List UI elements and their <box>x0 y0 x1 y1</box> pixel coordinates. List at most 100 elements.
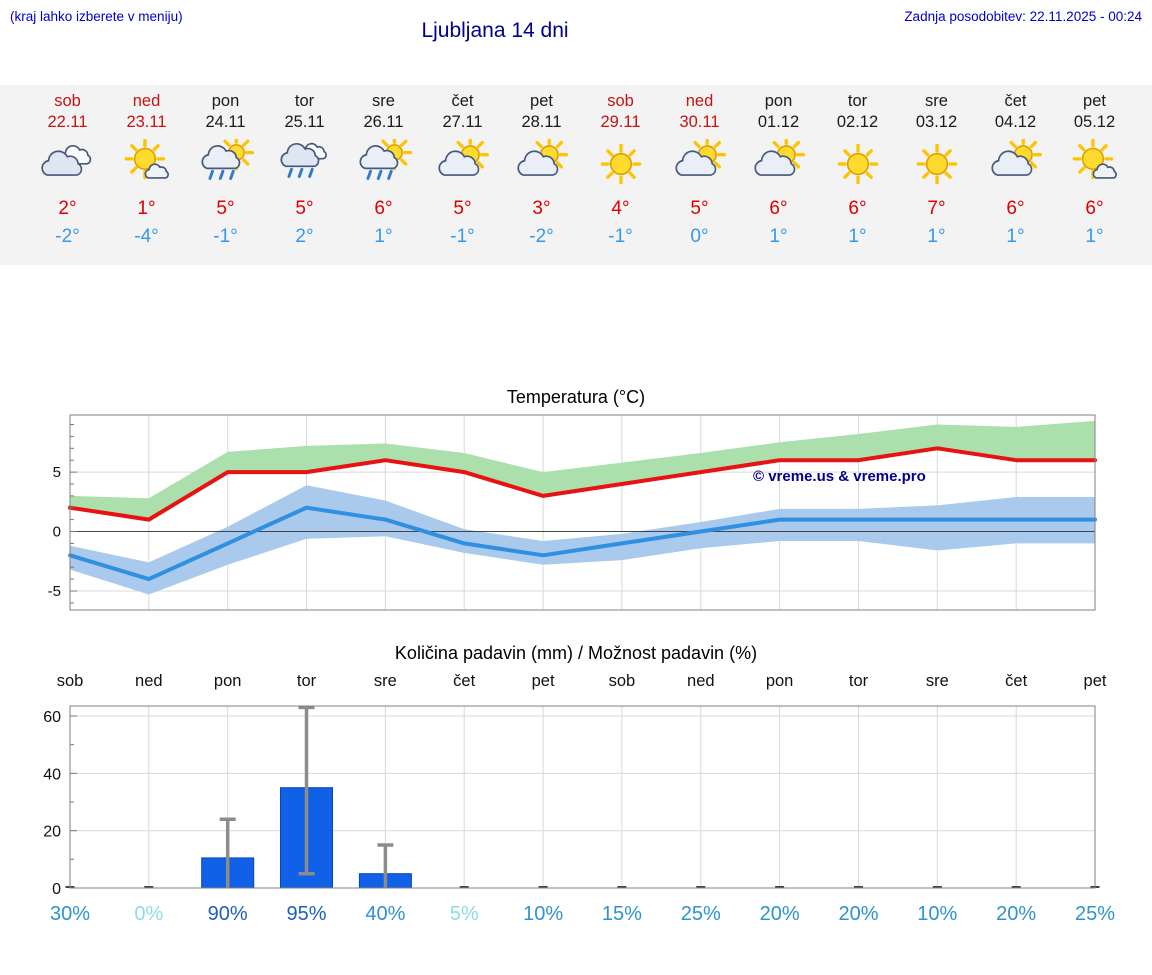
svg-text:40: 40 <box>43 766 61 783</box>
partly-sunny-icon <box>437 135 489 176</box>
temperature-chart-title: Temperatura (°C) <box>506 387 646 407</box>
partly-sunny-icon <box>990 135 1042 176</box>
day-icon-wrap <box>976 135 1055 189</box>
precip-probability: 90% <box>207 903 248 925</box>
page-title: Ljubljana 14 dni <box>421 19 569 42</box>
high-temp: 6° <box>1006 198 1025 219</box>
day-date: 04.12 <box>994 113 1037 131</box>
day-date: 24.11 <box>205 113 246 131</box>
day-icon-wrap <box>265 139 344 189</box>
high-temp: 2° <box>58 198 77 219</box>
day-column-26.11[interactable]: sre 26.11 6° 1° <box>344 85 423 265</box>
precip-day-label: pon <box>213 672 242 690</box>
day-column-23.11[interactable]: ned 23.11 1° -4° <box>107 85 186 265</box>
day-column-04.12[interactable]: čet 04.12 6° 1° <box>976 85 1055 265</box>
precip-probability: 40% <box>365 903 406 925</box>
day-column-29.11[interactable]: sob 29.11 4° -1° <box>581 85 660 265</box>
high-temp: 5° <box>690 198 709 219</box>
day-icon-wrap <box>107 138 186 189</box>
precip-probability: 20% <box>996 903 1037 925</box>
precip-day-label: sre <box>925 672 949 690</box>
svg-text:20: 20 <box>43 824 61 841</box>
high-temp: 1° <box>137 198 156 219</box>
day-column-02.12[interactable]: tor 02.12 6° 1° <box>818 85 897 265</box>
day-icon-wrap <box>502 135 581 189</box>
day-icon-wrap <box>423 135 502 189</box>
high-temp: 5° <box>453 198 472 219</box>
day-name: ned <box>685 92 714 110</box>
day-column-22.11[interactable]: sob 22.11 2° -2° <box>28 85 107 265</box>
day-column-27.11[interactable]: čet 27.11 5° -1° <box>423 85 502 265</box>
precip-probability: 10% <box>917 903 958 925</box>
precip-day-label: sob <box>56 672 84 690</box>
day-name: sob <box>54 92 81 110</box>
mostly-sunny-icon <box>1072 138 1117 180</box>
precip-probability: 20% <box>838 903 879 925</box>
high-temp: 5° <box>216 198 235 219</box>
day-column-25.11[interactable]: tor 25.11 5° 2° <box>265 85 344 265</box>
high-temp: 7° <box>927 198 946 219</box>
day-name: pon <box>211 92 240 110</box>
day-icon-wrap <box>739 135 818 189</box>
day-column-30.11[interactable]: ned 30.11 5° 0° <box>660 85 739 265</box>
low-temp: -1° <box>213 226 238 247</box>
location-menu-hint[interactable]: (kraj lahko izberete v meniju) <box>10 9 183 24</box>
high-temp: 5° <box>295 198 314 219</box>
day-name: pet <box>530 92 553 110</box>
low-temp: -4° <box>134 226 159 247</box>
precip-day-label: čet <box>1005 672 1028 690</box>
high-temp: 6° <box>848 198 867 219</box>
day-icon-wrap <box>581 139 660 189</box>
day-name: čet <box>451 92 474 110</box>
precip-probability: 0% <box>134 903 164 925</box>
svg-text:5: 5 <box>53 464 61 481</box>
mostly-sunny-icon <box>124 138 169 180</box>
svg-text:60: 60 <box>43 709 61 726</box>
last-update-label: Zadnja posodobitev: 22.11.2025 - 00:24 <box>904 9 1142 24</box>
day-name: pet <box>1083 92 1106 110</box>
precip-day-label: tor <box>848 672 869 690</box>
svg-text:-5: -5 <box>48 583 61 600</box>
precip-probability-row: 30% 0% 90% 95% 40% 5% 10% 15% 25% 20% 20% 10% 20% 25% <box>0 903 1152 931</box>
day-icon-wrap <box>818 139 897 189</box>
day-column-05.12[interactable]: pet 05.12 6° 1° <box>1055 85 1134 265</box>
day-column-03.12[interactable]: sre 03.12 7° 1° <box>897 85 976 265</box>
precip-probability: 10% <box>523 903 564 925</box>
low-temp: -1° <box>450 226 475 247</box>
day-icon-wrap <box>28 139 107 189</box>
precip-day-label: ned <box>687 672 715 690</box>
svg-text:0: 0 <box>53 524 61 541</box>
day-column-28.11[interactable]: pet 28.11 3° -2° <box>502 85 581 265</box>
watermark-link[interactable]: © vreme.us & vreme.pro <box>753 468 926 485</box>
rain-icon <box>279 142 327 178</box>
high-temp: 6° <box>374 198 393 219</box>
day-name: ned <box>132 92 161 110</box>
day-date: 05.12 <box>1073 113 1116 131</box>
day-name: pon <box>764 92 793 110</box>
day-name: čet <box>1004 92 1027 110</box>
day-date: 28.11 <box>521 113 562 131</box>
day-icon-wrap <box>186 134 265 189</box>
precip-probability: 30% <box>49 903 91 925</box>
day-name: sob <box>607 92 634 110</box>
day-date: 02.12 <box>836 113 879 131</box>
precip-day-label: pet <box>1083 672 1107 690</box>
day-date: 29.11 <box>600 113 641 131</box>
forecast-strip: sob 22.11 2° -2° ned 23.11 1° -4° pon 24.11 5° -1° t… <box>0 85 1152 265</box>
low-temp: -2° <box>55 226 80 247</box>
day-icon-wrap <box>897 139 976 189</box>
day-column-24.11[interactable]: pon 24.11 5° -1° <box>186 85 265 265</box>
day-date: 23.11 <box>126 113 167 131</box>
partly-sunny-icon <box>516 135 568 176</box>
low-temp: 1° <box>1085 226 1104 247</box>
sunny-icon <box>837 143 878 185</box>
day-column-01.12[interactable]: pon 01.12 6° 1° <box>739 85 818 265</box>
low-temp: -1° <box>608 226 633 247</box>
precip-day-label: sob <box>608 672 636 690</box>
day-name: sre <box>925 92 948 110</box>
day-icon-wrap <box>344 134 423 189</box>
precip-day-label: ned <box>135 672 163 690</box>
high-temp: 3° <box>532 198 551 219</box>
precip-day-label: pet <box>531 672 555 690</box>
